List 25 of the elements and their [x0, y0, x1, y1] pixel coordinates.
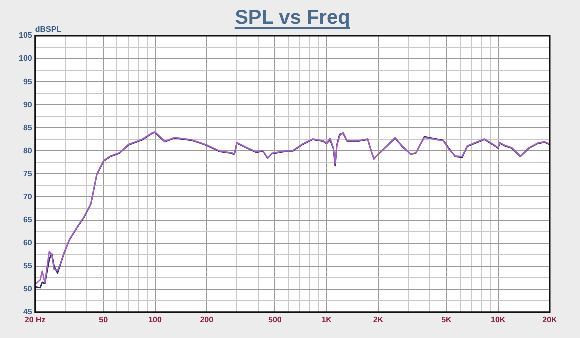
x-tick-label: 20K: [542, 315, 558, 324]
y-tick-label: 105: [18, 31, 33, 40]
x-tick-label: 5K: [442, 315, 452, 324]
y-tick-label: 70: [23, 192, 33, 202]
y-tick-label: 90: [23, 100, 33, 110]
y-tick-label: 85: [23, 123, 33, 132]
x-tick-label: 20 Hz: [24, 315, 46, 324]
x-tick-label: 10K: [491, 315, 506, 324]
y-axis-title: dBSPL: [35, 25, 62, 34]
chart-title: SPL vs Freq: [235, 7, 350, 29]
x-tick-label: 200: [200, 315, 214, 324]
x-tick-label: 1K: [322, 315, 332, 324]
y-tick-label: 45: [23, 308, 33, 317]
y-tick-label: 80: [23, 146, 33, 156]
y-tick-label: 100: [18, 54, 33, 64]
y-tick-label: 50: [23, 284, 33, 294]
y-tick-label: 95: [23, 77, 33, 86]
y-tick-label: 65: [23, 215, 33, 224]
x-tick-label: 50: [99, 315, 109, 324]
x-tick-label: 100: [148, 315, 162, 324]
y-tick-label: 75: [23, 169, 33, 178]
y-tick-label: 60: [23, 238, 33, 248]
x-tick-label: 500: [268, 315, 282, 324]
y-tick-label: 55: [23, 262, 33, 271]
x-tick-label: 2K: [373, 315, 384, 324]
